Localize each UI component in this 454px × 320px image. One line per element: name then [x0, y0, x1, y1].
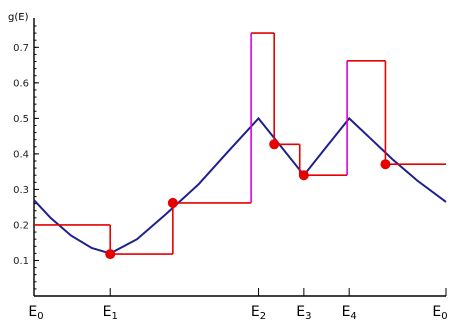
x-tick-label: E2 — [251, 304, 266, 320]
points-layer — [105, 139, 391, 260]
y-tick-label: 0.7 — [13, 43, 29, 54]
step-layer — [34, 32, 446, 255]
data-point — [298, 170, 309, 181]
y-tick-label: 0.2 — [13, 220, 29, 231]
y-tick-label: 0.3 — [13, 185, 29, 196]
x-tick-label: E3 — [296, 304, 311, 320]
curve-layer — [33, 116, 447, 255]
density-curve — [33, 116, 447, 255]
y-tick-label: 0.6 — [13, 78, 29, 89]
y-tick-label: 0.1 — [13, 256, 29, 267]
y-tick-label: 0.5 — [13, 114, 29, 125]
x-tick-label: E4 — [342, 304, 357, 320]
x-ticks: E0 E1 E2 E3 E4 E0 — [28, 288, 448, 320]
x-tick-label: E1 — [103, 304, 118, 320]
data-point — [167, 197, 178, 208]
data-point — [269, 139, 280, 150]
data-point — [105, 249, 116, 260]
x-tick-label: E0 — [28, 304, 43, 320]
x-tick-label: E0 — [432, 304, 447, 320]
data-point — [380, 159, 391, 170]
y-axis-label: g(E) — [8, 12, 29, 23]
axes — [33, 18, 446, 297]
y-tick-label: 0.4 — [13, 149, 29, 160]
y-ticks: 0.1 0.2 0.3 0.4 0.5 0.6 0.7 — [13, 25, 39, 290]
